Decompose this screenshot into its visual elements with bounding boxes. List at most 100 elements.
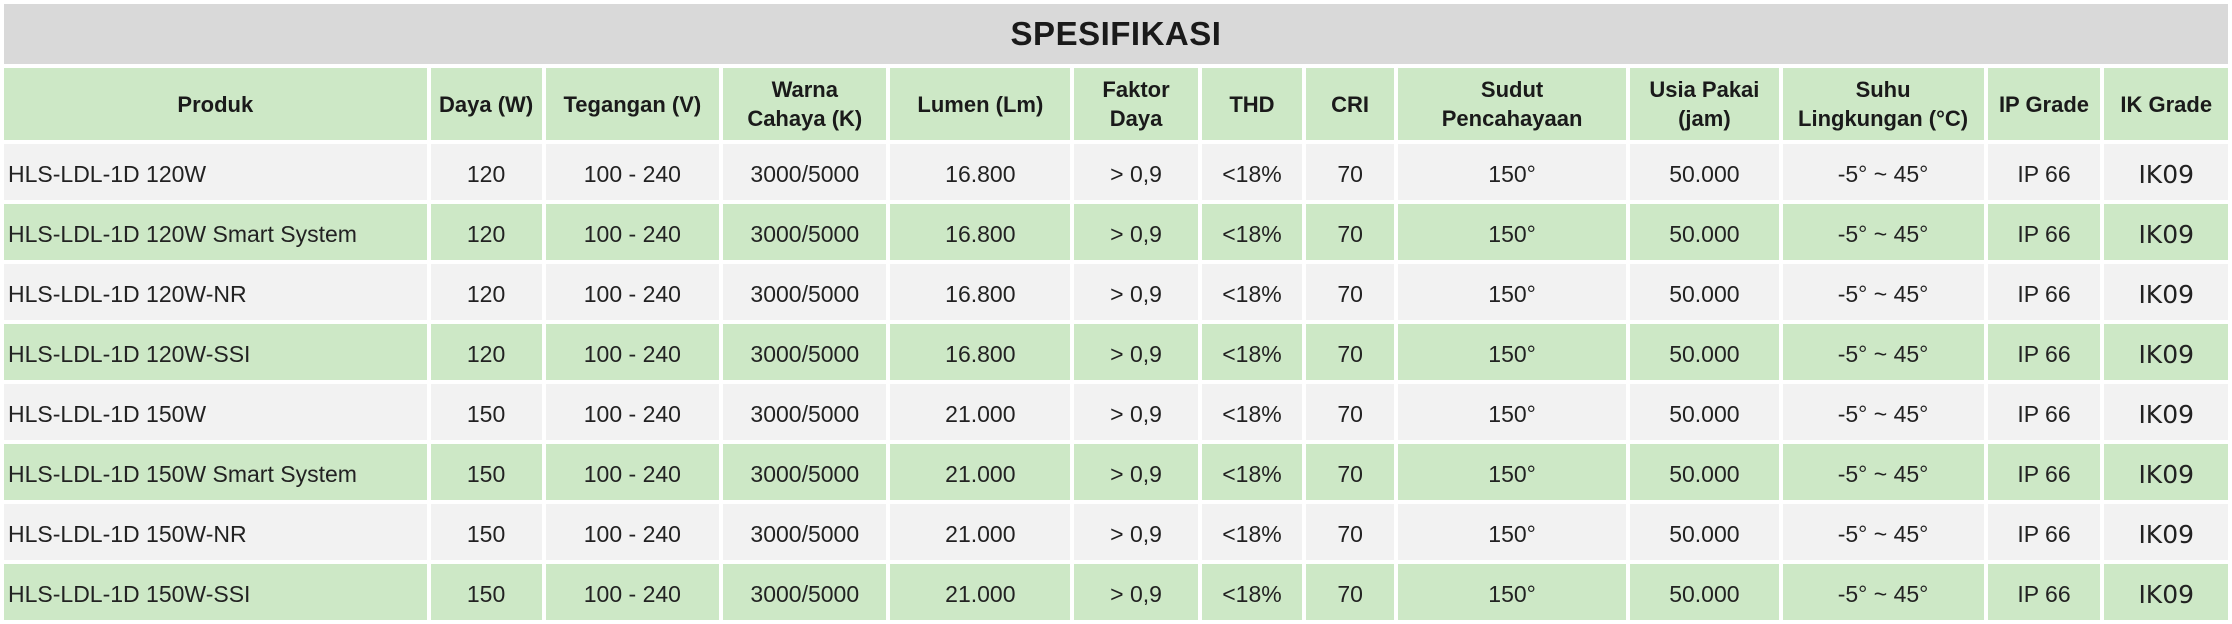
cell-sudut: 150° <box>1398 444 1627 500</box>
cell-cri: 70 <box>1306 204 1395 260</box>
cell-ik: IK09 <box>2104 204 2228 260</box>
table-row: HLS-LDL-1D 150W-NR 150 100 - 240 3000/5000 2… <box>4 504 2228 560</box>
col-header-warna-cahaya: Warna Cahaya (K) <box>723 68 887 140</box>
cell-lumen: 16.800 <box>890 204 1071 260</box>
cell-lumen: 21.000 <box>890 564 1071 620</box>
cell-usia: 50.000 <box>1630 264 1779 320</box>
cell-warna: 3000/5000 <box>723 144 887 200</box>
cell-produk: HLS-LDL-1D 120W <box>4 144 427 200</box>
col-header-produk: Produk <box>4 68 427 140</box>
cell-lumen: 16.800 <box>890 324 1071 380</box>
cell-cri: 70 <box>1306 504 1395 560</box>
cell-ik: IK09 <box>2104 324 2228 380</box>
cell-produk: HLS-LDL-1D 150W-SSI <box>4 564 427 620</box>
cell-suhu: -5° ~ 45° <box>1782 264 1984 320</box>
cell-sudut: 150° <box>1398 204 1627 260</box>
cell-faktor: > 0,9 <box>1074 504 1198 560</box>
cell-thd: <18% <box>1201 504 1303 560</box>
cell-ik: IK09 <box>2104 264 2228 320</box>
cell-tegangan: 100 - 240 <box>545 384 720 440</box>
cell-sudut: 150° <box>1398 264 1627 320</box>
table-row: HLS-LDL-1D 150W 150 100 - 240 3000/5000 21.0… <box>4 384 2228 440</box>
cell-ip: IP 66 <box>1987 324 2101 380</box>
cell-usia: 50.000 <box>1630 144 1779 200</box>
table-row: HLS-LDL-1D 150W-SSI 150 100 - 240 3000/5000… <box>4 564 2228 620</box>
cell-produk: HLS-LDL-1D 150W Smart System <box>4 444 427 500</box>
cell-suhu: -5° ~ 45° <box>1782 504 1984 560</box>
cell-faktor: > 0,9 <box>1074 384 1198 440</box>
cell-usia: 50.000 <box>1630 564 1779 620</box>
cell-ik: IK09 <box>2104 564 2228 620</box>
cell-daya: 150 <box>430 384 542 440</box>
cell-cri: 70 <box>1306 444 1395 500</box>
cell-warna: 3000/5000 <box>723 444 887 500</box>
cell-lumen: 21.000 <box>890 384 1071 440</box>
cell-lumen: 16.800 <box>890 144 1071 200</box>
cell-tegangan: 100 - 240 <box>545 204 720 260</box>
cell-usia: 50.000 <box>1630 384 1779 440</box>
cell-sudut: 150° <box>1398 384 1627 440</box>
cell-usia: 50.000 <box>1630 444 1779 500</box>
col-header-lumen: Lumen (Lm) <box>890 68 1071 140</box>
cell-daya: 120 <box>430 144 542 200</box>
col-header-tegangan: Tegangan (V) <box>545 68 720 140</box>
cell-daya: 120 <box>430 264 542 320</box>
cell-thd: <18% <box>1201 564 1303 620</box>
cell-cri: 70 <box>1306 264 1395 320</box>
cell-faktor: > 0,9 <box>1074 264 1198 320</box>
cell-suhu: -5° ~ 45° <box>1782 384 1984 440</box>
cell-produk: HLS-LDL-1D 120W Smart System <box>4 204 427 260</box>
cell-thd: <18% <box>1201 444 1303 500</box>
cell-thd: <18% <box>1201 204 1303 260</box>
cell-ik: IK09 <box>2104 504 2228 560</box>
col-header-daya: Daya (W) <box>430 68 542 140</box>
cell-faktor: > 0,9 <box>1074 444 1198 500</box>
cell-ik: IK09 <box>2104 444 2228 500</box>
col-header-usia-pakai: Usia Pakai (jam) <box>1630 68 1779 140</box>
col-header-cri: CRI <box>1306 68 1395 140</box>
cell-ip: IP 66 <box>1987 444 2101 500</box>
col-header-ip-grade: IP Grade <box>1987 68 2101 140</box>
table-row: HLS-LDL-1D 150W Smart System 150 100 - 240… <box>4 444 2228 500</box>
cell-warna: 3000/5000 <box>723 384 887 440</box>
cell-cri: 70 <box>1306 384 1395 440</box>
cell-warna: 3000/5000 <box>723 264 887 320</box>
cell-tegangan: 100 - 240 <box>545 144 720 200</box>
cell-ip: IP 66 <box>1987 564 2101 620</box>
cell-warna: 3000/5000 <box>723 564 887 620</box>
cell-tegangan: 100 - 240 <box>545 264 720 320</box>
col-header-thd: THD <box>1201 68 1303 140</box>
cell-suhu: -5° ~ 45° <box>1782 564 1984 620</box>
cell-daya: 120 <box>430 324 542 380</box>
cell-daya: 150 <box>430 564 542 620</box>
cell-cri: 70 <box>1306 144 1395 200</box>
cell-cri: 70 <box>1306 324 1395 380</box>
cell-usia: 50.000 <box>1630 504 1779 560</box>
table-row: HLS-LDL-1D 120W-SSI 120 100 - 240 3000/5000… <box>4 324 2228 380</box>
cell-sudut: 150° <box>1398 324 1627 380</box>
cell-lumen: 21.000 <box>890 504 1071 560</box>
col-header-ik-grade: IK Grade <box>2104 68 2228 140</box>
col-header-faktor-daya: Faktor Daya <box>1074 68 1198 140</box>
cell-thd: <18% <box>1201 384 1303 440</box>
cell-warna: 3000/5000 <box>723 324 887 380</box>
cell-thd: <18% <box>1201 264 1303 320</box>
table-row: HLS-LDL-1D 120W Smart System 120 100 - 240… <box>4 204 2228 260</box>
table-row: HLS-LDL-1D 120W 120 100 - 240 3000/5000 16.8… <box>4 144 2228 200</box>
cell-ik: IK09 <box>2104 384 2228 440</box>
cell-lumen: 16.800 <box>890 264 1071 320</box>
cell-sudut: 150° <box>1398 504 1627 560</box>
cell-faktor: > 0,9 <box>1074 204 1198 260</box>
cell-produk: HLS-LDL-1D 150W-NR <box>4 504 427 560</box>
cell-tegangan: 100 - 240 <box>545 324 720 380</box>
cell-produk: HLS-LDL-1D 120W-NR <box>4 264 427 320</box>
col-header-suhu: Suhu Lingkungan (°C) <box>1782 68 1984 140</box>
cell-ip: IP 66 <box>1987 384 2101 440</box>
cell-produk: HLS-LDL-1D 150W <box>4 384 427 440</box>
cell-suhu: -5° ~ 45° <box>1782 144 1984 200</box>
cell-ip: IP 66 <box>1987 504 2101 560</box>
cell-thd: <18% <box>1201 144 1303 200</box>
cell-suhu: -5° ~ 45° <box>1782 204 1984 260</box>
cell-warna: 3000/5000 <box>723 204 887 260</box>
cell-usia: 50.000 <box>1630 324 1779 380</box>
